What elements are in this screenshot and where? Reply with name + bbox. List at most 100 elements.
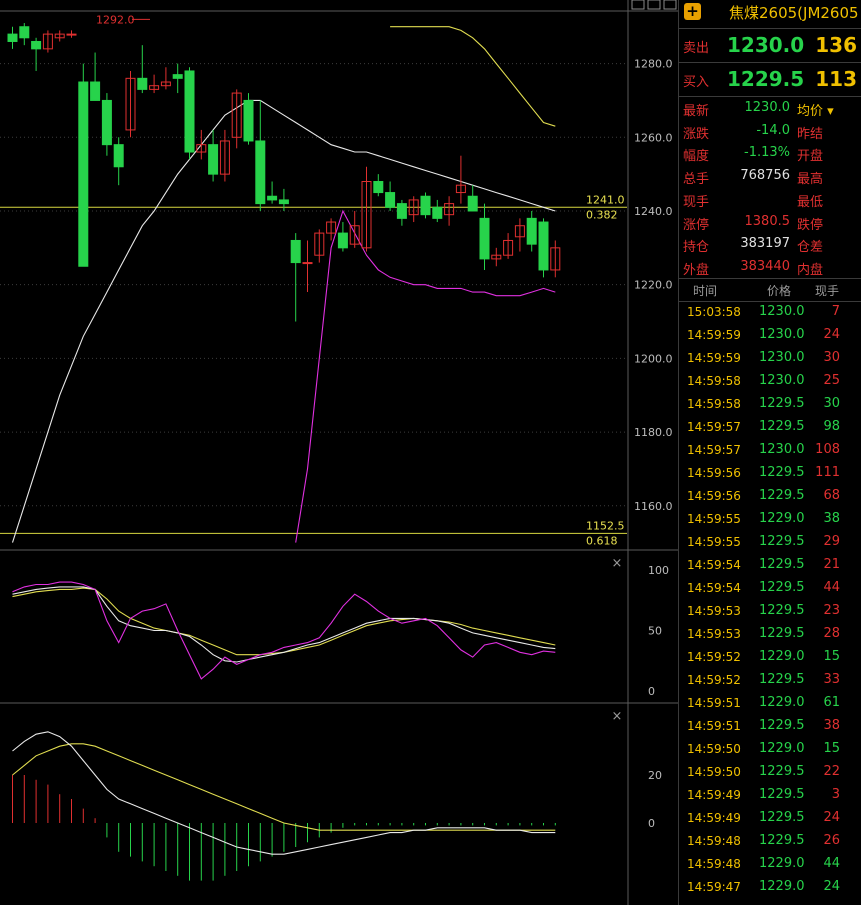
fib-ratio-label: 0.382 [586, 208, 618, 221]
tick-price: 1230.0 [759, 304, 805, 319]
candle-body [432, 206, 443, 219]
candle-body [349, 225, 360, 245]
tick-time: 14:59:50 [687, 742, 741, 756]
candle-body [208, 144, 219, 175]
tick-volume: 28 [823, 626, 840, 641]
bid-row: 买入 1229.5 113 [679, 62, 861, 97]
kdj-tick-label: 100 [648, 564, 669, 577]
stat-row: 持仓 383197 仓差 [679, 233, 861, 256]
candle-body [538, 221, 549, 271]
tick-time: 14:59:56 [687, 489, 741, 503]
candle-body [290, 239, 301, 264]
ask-volume: 136 [815, 33, 857, 57]
tick-row: 14:59:59 1230.0 30 [679, 347, 861, 370]
stat-label: 外盘 [683, 262, 710, 278]
tick-price: 1229.5 [759, 764, 805, 779]
stat-label: 总手 [683, 172, 710, 188]
plus-icon[interactable]: + [684, 3, 701, 20]
candle-body [255, 140, 266, 205]
candle-body [337, 232, 348, 249]
tick-row: 14:59:53 1229.5 28 [679, 623, 861, 646]
tick-row: 14:59:59 1230.0 24 [679, 324, 861, 347]
close-icon[interactable] [663, 0, 677, 10]
close-icon[interactable]: × [612, 709, 623, 724]
stat-label: 持仓 [683, 240, 710, 256]
tick-volume: 44 [823, 856, 840, 871]
tick-time: 14:59:50 [687, 765, 741, 779]
tick-time: 14:59:49 [687, 788, 741, 802]
candlestick-chart[interactable]: 1280.0 1260.0 1240.0 1220.0 1200.0 1180.0 1160… [0, 0, 678, 905]
tick-row: 14:59:48 1229.5 26 [679, 830, 861, 853]
tick-volume: 29 [823, 534, 840, 549]
tick-row: 14:59:58 1229.5 30 [679, 393, 861, 416]
tick-price: 1229.0 [759, 511, 805, 526]
ask-price: 1230.0 [727, 33, 805, 57]
tick-time: 14:59:47 [687, 880, 741, 894]
stat-value: -1.13% [744, 145, 790, 161]
candle-body [514, 225, 525, 238]
tick-volume: 108 [815, 442, 840, 457]
tick-row: 14:59:57 1230.0 108 [679, 439, 861, 462]
fib-ratio-label: 0.618 [586, 534, 618, 547]
tick-price: 1229.5 [759, 488, 805, 503]
tick-volume: 3 [831, 787, 840, 802]
tick-volume: 7 [831, 304, 840, 319]
candle-body [90, 81, 101, 101]
macd-dea-line [12, 743, 556, 831]
y-tick-label: 1220.0 [634, 279, 673, 292]
close-icon[interactable]: × [612, 556, 623, 571]
tick-volume: 30 [823, 396, 840, 411]
tick-volume: 24 [823, 810, 840, 825]
y-tick-label: 1180.0 [634, 426, 673, 439]
ticks-col-vol: 现手 [815, 284, 840, 298]
macd-tick-label: 20 [648, 769, 662, 782]
ticks-list[interactable]: 15:03:58 1230.0 7 14:59:59 1230.0 24 14:59:59 1… [679, 301, 861, 905]
stat-label-right: 昨结 [797, 126, 824, 142]
candle-body [385, 192, 396, 208]
ticks-col-time: 时间 [693, 284, 718, 298]
tick-row: 14:59:51 1229.0 61 [679, 692, 861, 715]
stat-row: 外盘 383440 内盘 [679, 256, 861, 279]
stat-row: 涨跌 -14.0 昨结 [679, 120, 861, 143]
candle-body [455, 184, 466, 194]
stat-label: 现手 [683, 194, 710, 210]
tick-row: 14:59:50 1229.0 15 [679, 738, 861, 761]
tick-row: 14:59:50 1229.5 22 [679, 761, 861, 784]
stat-label-right: 内盘 [797, 262, 824, 278]
tick-price: 1229.5 [759, 833, 805, 848]
candle-body [101, 99, 112, 146]
tick-time: 14:59:51 [687, 696, 741, 710]
stat-row: 现手 最低 [679, 188, 861, 211]
tick-row: 14:59:56 1229.5 68 [679, 485, 861, 508]
tick-volume: 61 [823, 695, 840, 710]
kdj-k-line [12, 586, 556, 663]
candle-body [373, 181, 384, 194]
tick-price: 1229.0 [759, 856, 805, 871]
tick-volume: 15 [823, 741, 840, 756]
tick-row: 14:59:56 1229.5 111 [679, 462, 861, 485]
tick-time: 15:03:58 [687, 305, 741, 319]
candle-body [7, 33, 18, 42]
tick-row: 14:59:57 1229.5 98 [679, 416, 861, 439]
stat-label-right: 跌停 [797, 217, 824, 233]
candle-body [302, 262, 313, 265]
stat-label-right[interactable]: 均价 ▾ [797, 104, 834, 119]
tick-volume: 23 [823, 603, 840, 618]
tick-row: 14:59:49 1229.5 24 [679, 807, 861, 830]
candle-body [479, 217, 490, 260]
tick-volume: 22 [823, 764, 840, 779]
tick-time: 14:59:58 [687, 397, 741, 411]
ma-line-white [11, 99, 556, 543]
stat-row: 最新 1230.0 均价 ▾ [679, 97, 861, 120]
tick-volume: 30 [823, 350, 840, 365]
restore-icon[interactable] [631, 0, 645, 10]
candle-body [267, 195, 278, 201]
tick-time: 14:59:53 [687, 604, 741, 618]
ask-row: 卖出 1230.0 136 [679, 28, 861, 63]
maximize-icon[interactable] [647, 0, 661, 10]
y-tick-label: 1240.0 [634, 205, 673, 218]
tick-price: 1229.5 [759, 557, 805, 572]
tick-volume: 33 [823, 672, 840, 687]
tick-time: 14:59:55 [687, 535, 741, 549]
tick-time: 14:59:59 [687, 328, 741, 342]
